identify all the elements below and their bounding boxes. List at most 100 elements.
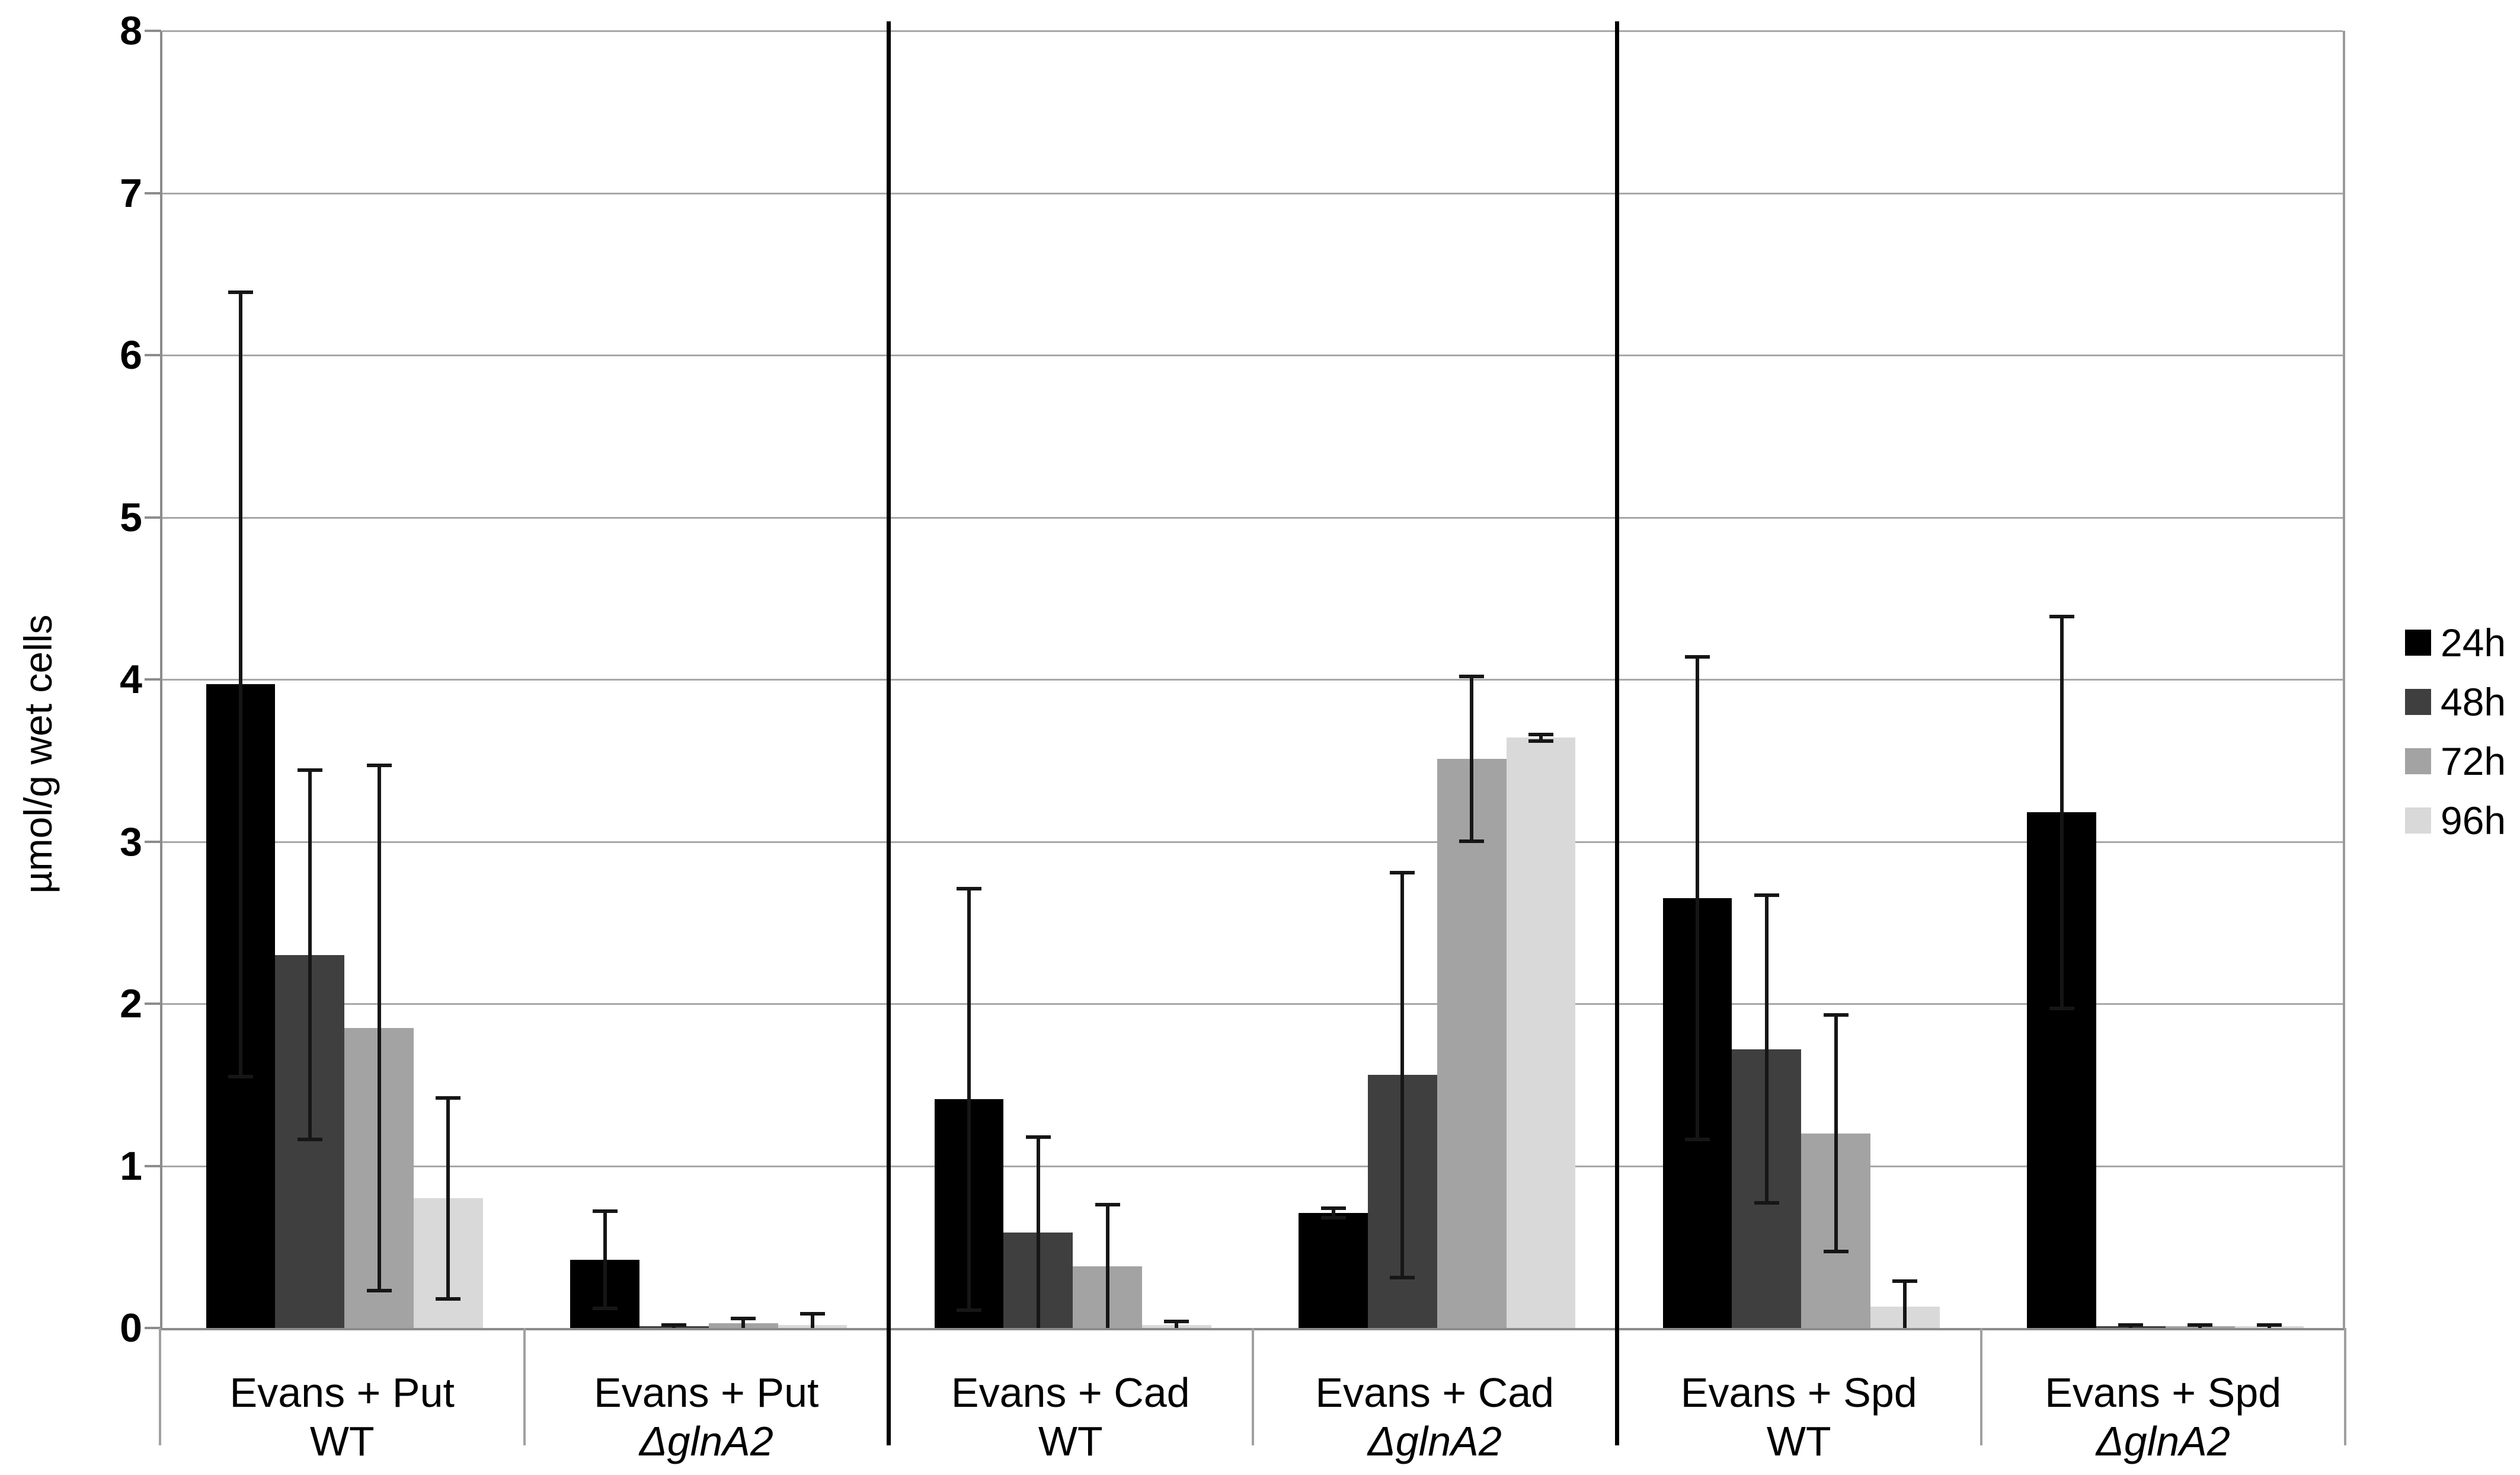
bar-96h-group4: [1506, 738, 1576, 1328]
gridline-8: [162, 30, 2343, 32]
legend-swatch-96h: [2405, 807, 2431, 834]
legend-label-72h: 72h: [2441, 739, 2506, 783]
gridline-2: [162, 1003, 2343, 1005]
y-tick-label-6: 6: [120, 333, 142, 378]
error-cap-bottom-24h-group1: [228, 1074, 254, 1078]
error-cap-top-48h-group6: [2118, 1323, 2144, 1327]
error-cap-bottom-48h-group5: [1754, 1201, 1779, 1205]
error-bar-72h-group5: [1834, 1013, 1838, 1254]
error-cap-top-96h-group6: [2256, 1323, 2282, 1327]
y-tick-mark-4: [145, 678, 161, 681]
category-medium-label: Evans + Spd: [2045, 1369, 2282, 1416]
gridline-5: [162, 516, 2343, 519]
y-tick-mark-1: [145, 1164, 161, 1167]
y-tick-mark-8: [145, 30, 161, 32]
error-cap-top-72h-group4: [1459, 674, 1485, 678]
y-tick-mark-2: [145, 1003, 161, 1005]
error-cap-bottom-24h-group6: [2049, 1006, 2074, 1010]
error-bar-48h-group3: [1036, 1135, 1040, 1328]
bar-72h-group4: [1437, 759, 1507, 1328]
legend-item-72h: 72h: [2405, 739, 2506, 783]
medium-separator-line: [887, 21, 891, 1445]
error-bar-72h-group1: [377, 764, 381, 1292]
legend-swatch-24h: [2405, 630, 2431, 656]
error-cap-top-24h-group6: [2049, 614, 2074, 618]
error-cap-bottom-24h-group5: [1685, 1138, 1710, 1142]
error-cap-top-24h-group1: [228, 290, 254, 294]
category-boundary-tick: [1251, 1328, 1254, 1445]
legend-item-96h: 96h: [2405, 799, 2506, 842]
category-strain-label: WT: [1766, 1418, 1831, 1464]
x-category-4: Evans + Cad ΔglnA2: [1253, 0, 1617, 1475]
legend-label-48h: 48h: [2441, 680, 2506, 724]
error-cap-bottom-72h-group5: [1823, 1250, 1849, 1254]
error-cap-top-48h-group3: [1025, 1135, 1051, 1139]
y-tick-label-7: 7: [120, 170, 142, 216]
error-bar-96h-group2: [810, 1311, 814, 1328]
category-medium-label: Evans + Put: [594, 1369, 819, 1416]
error-cap-bottom-24h-group3: [957, 1308, 982, 1312]
y-tick-mark-7: [145, 191, 161, 194]
legend-item-24h: 24h: [2405, 623, 2506, 662]
error-bar-96h-group4: [1539, 733, 1543, 743]
error-cap-top-96h-group5: [1892, 1279, 1918, 1283]
error-cap-bottom-24h-group4: [1320, 1215, 1346, 1219]
y-tick-mark-6: [145, 354, 161, 356]
error-cap-top-24h-group2: [592, 1209, 618, 1214]
error-cap-top-72h-group6: [2188, 1323, 2213, 1327]
error-cap-bottom-96h-group4: [1528, 739, 1553, 743]
gridline-4: [162, 679, 2343, 681]
category-medium-label: Evans + Cad: [1315, 1369, 1555, 1416]
error-cap-top-24h-group3: [957, 887, 982, 891]
bar-24h-group4: [1299, 1212, 1368, 1328]
y-tick-label-8: 8: [120, 8, 142, 53]
error-cap-bottom-72h-group4: [1459, 839, 1485, 844]
x-category-3: Evans + Cad WT: [888, 0, 1253, 1475]
y-tick-label-0: 0: [120, 1305, 142, 1351]
error-cap-top-96h-group2: [800, 1311, 825, 1316]
error-cap-top-72h-group5: [1823, 1013, 1849, 1017]
category-strain-label: WT: [1038, 1418, 1103, 1464]
error-bar-48h-group1: [308, 768, 312, 1142]
error-cap-bottom-48h-group4: [1390, 1275, 1415, 1279]
y-tick-mark-5: [145, 516, 161, 519]
error-cap-top-48h-group5: [1754, 893, 1779, 898]
legend: 24h 48h 72h 96h: [2405, 623, 2506, 861]
error-bar-72h-group4: [1470, 674, 1474, 844]
x-category-2: Evans + Put ΔglnA2: [525, 0, 889, 1475]
x-category-5: Evans + Spd WT: [1617, 0, 1981, 1475]
gridline-1: [162, 1165, 2343, 1167]
error-bar-72h-group2: [741, 1316, 746, 1328]
error-cap-top-96h-group3: [1164, 1320, 1189, 1324]
legend-label-96h: 96h: [2441, 799, 2506, 842]
y-tick-label-3: 3: [120, 819, 142, 864]
error-bar-96h-group5: [1903, 1279, 1907, 1328]
error-bar-24h-group2: [603, 1209, 607, 1310]
category-strain-label: ΔglnA2: [2096, 1418, 2230, 1464]
plot-area: [160, 30, 2345, 1330]
legend-swatch-48h: [2405, 689, 2431, 715]
category-medium-label: Evans + Spd: [1680, 1369, 1917, 1416]
error-cap-top-72h-group1: [366, 764, 392, 768]
error-cap-top-72h-group2: [731, 1316, 756, 1320]
error-bar-48h-group4: [1400, 870, 1405, 1279]
gridline-6: [162, 355, 2343, 356]
error-cap-bottom-48h-group1: [297, 1138, 322, 1142]
legend-item-48h: 48h: [2405, 680, 2506, 724]
y-tick-mark-3: [145, 840, 161, 843]
error-bar-24h-group3: [967, 887, 971, 1312]
y-tick-label-4: 4: [120, 657, 142, 702]
category-boundary-tick: [159, 1328, 161, 1445]
error-cap-bottom-24h-group2: [592, 1306, 618, 1310]
error-bar-24h-group5: [1696, 655, 1700, 1142]
error-cap-top-72h-group3: [1095, 1203, 1120, 1207]
error-cap-bottom-96h-group1: [436, 1297, 461, 1301]
error-cap-top-48h-group4: [1390, 870, 1415, 874]
category-medium-label: Evans + Put: [229, 1369, 455, 1416]
error-cap-top-24h-group5: [1685, 655, 1710, 659]
y-tick-mark-0: [145, 1327, 161, 1329]
gridline-3: [162, 841, 2343, 843]
error-cap-top-96h-group4: [1528, 733, 1553, 737]
error-bar-96h-group3: [1175, 1320, 1179, 1328]
